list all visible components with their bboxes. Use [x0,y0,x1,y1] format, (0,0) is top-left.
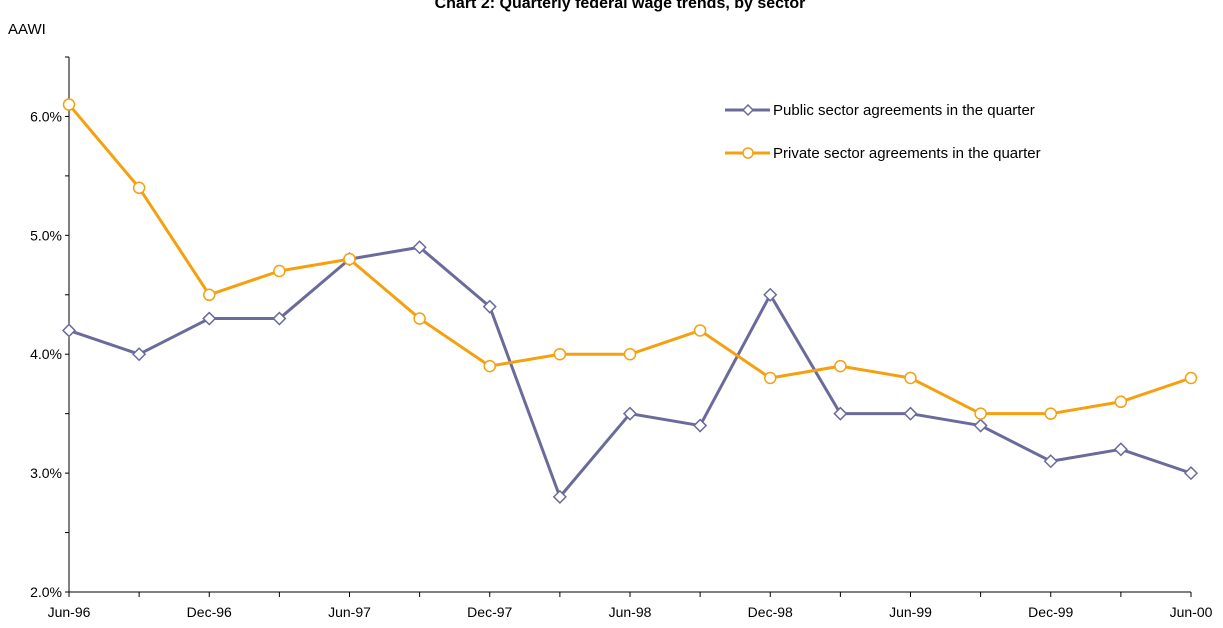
y-tick-label: 6.0% [30,108,62,124]
x-tick-label: Dec-96 [187,604,232,620]
data-point [412,240,427,255]
data-point [272,311,287,326]
data-point [273,264,286,278]
data-point [202,311,217,326]
chart-title: Chart 2: Quarterly federal wage trends, … [435,0,806,12]
data-point [622,406,638,421]
x-tick-label: Dec-97 [467,604,512,620]
data-point [553,347,567,361]
y-axis-label: AAWI [8,21,46,38]
data-point [132,347,147,362]
legend: Public sector agreements in the quarter P… [725,102,1041,162]
data-point [62,98,76,111]
data-point [413,312,426,325]
data-point [623,347,637,361]
series-private [62,98,1198,420]
data-point [1114,395,1128,409]
y-tick-label: 5.0% [30,227,62,243]
data-point [693,418,708,433]
x-tick-label: Dec-98 [748,604,793,620]
data-point [1044,407,1057,420]
data-point [132,181,146,195]
data-point [973,418,988,433]
legend-marker [741,103,755,117]
data-point [1184,371,1198,385]
data-point [482,299,497,314]
y-tick-label: 3.0% [30,465,62,481]
data-point [693,324,707,337]
data-point [834,359,847,373]
data-point [833,406,848,421]
legend-marker [742,147,754,159]
series-layer [61,98,1199,504]
legend-item: Public sector agreements in the quarter [725,102,1035,119]
y-tick-label: 4.0% [30,346,62,362]
data-point [974,407,987,420]
legend-label: Public sector agreements in the quarter [773,102,1035,119]
y-tick-label: 2.0% [30,584,62,600]
data-point [763,287,778,302]
x-tick-label: Jun-97 [328,604,371,620]
x-tick-label: Jun-96 [48,604,91,620]
legend-item: Private sector agreements in the quarter [725,145,1041,162]
data-point [483,359,496,373]
data-point [552,489,567,504]
data-point [1043,454,1058,469]
data-point [61,323,77,338]
x-tick-label: Jun-00 [1170,604,1213,620]
data-point [903,406,918,421]
data-point [904,371,917,385]
legend-label: Private sector agreements in the quarter [773,145,1041,162]
x-tick-label: Jun-99 [889,604,932,620]
data-point [1113,442,1128,457]
data-point [1183,466,1199,481]
data-point [764,371,777,385]
x-tick-label: Dec-99 [1028,604,1073,620]
series-public [61,240,1199,504]
data-point [343,252,356,266]
axes: 2.0% 3.0% 4.0% 5.0% 6.0% Jun-96 Dec-96 Jun-97 De… [30,56,1213,620]
data-point [203,288,216,302]
x-tick-label: Jun-98 [609,604,652,620]
